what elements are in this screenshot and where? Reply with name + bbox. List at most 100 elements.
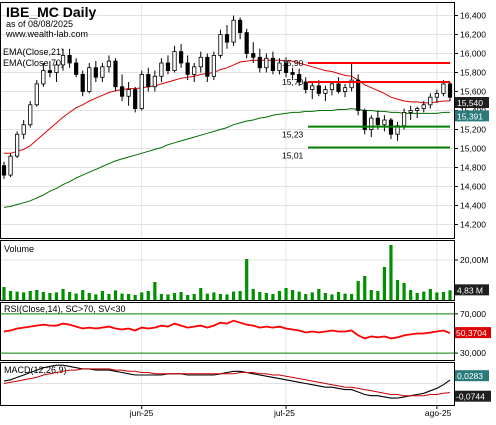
candle-body-down: [47, 70, 53, 73]
volume-bar: [153, 282, 157, 300]
candle-body-up: [126, 89, 131, 97]
last-close-badge: 15,540: [457, 98, 483, 108]
volume-bar: [369, 290, 373, 300]
candle: [178, 44, 184, 68]
volume-bar: [402, 283, 406, 300]
candle: [257, 48, 262, 73]
candle-body-down: [356, 79, 361, 111]
support-label: 15,01: [282, 151, 304, 161]
volume-bar: [87, 293, 91, 300]
volume-bar: [8, 291, 13, 300]
volume-bar: [323, 293, 327, 300]
candle: [421, 101, 426, 113]
volume-bar: [343, 293, 347, 300]
candle-body-up: [60, 55, 66, 66]
candle: [41, 63, 46, 87]
candle: [211, 51, 216, 81]
candle-body-down: [119, 86, 125, 97]
volume-bar: [304, 294, 308, 300]
candle-body-up: [54, 64, 59, 73]
rsi-tick-label: 30,000: [460, 348, 486, 358]
candle-body-up: [106, 60, 112, 68]
price-tick-label: 15,200: [460, 125, 486, 135]
volume-bar: [133, 295, 137, 300]
candle-body-up: [100, 66, 105, 78]
volume-bar: [350, 294, 354, 300]
candle-body-up: [349, 79, 354, 89]
candle: [146, 67, 151, 92]
candle-body-down: [316, 85, 321, 94]
candle-body-down: [297, 74, 302, 83]
candle-body-up: [159, 62, 164, 77]
candle-body-down: [336, 83, 341, 92]
candle: [415, 106, 420, 119]
volume-bar: [330, 294, 334, 300]
candle-body-down: [362, 110, 367, 130]
candle: [8, 153, 13, 177]
candle: [336, 77, 341, 94]
volume-bar: [231, 291, 236, 300]
candle-body-up: [139, 74, 144, 110]
volume-bar: [35, 290, 39, 300]
candle: [408, 105, 413, 120]
candle-body-up: [198, 56, 203, 68]
volume-bar: [113, 290, 118, 300]
candle-body-up: [264, 57, 269, 69]
volume-panel-title: Volume: [4, 244, 34, 254]
candle-body-down: [257, 56, 262, 69]
candle-body-down: [67, 55, 72, 64]
candle: [21, 120, 26, 139]
candle: [198, 51, 203, 73]
candle-body-down: [205, 56, 210, 77]
ema-21-line: [4, 59, 450, 154]
candle: [303, 77, 308, 94]
candle-body-up: [434, 93, 439, 98]
candle: [60, 48, 66, 71]
candle-body-up: [15, 133, 20, 157]
volume-bar: [127, 294, 131, 300]
macd-panel-title: MACD(12,26,9): [4, 365, 67, 375]
candle-body-up: [172, 51, 177, 71]
candle: [74, 58, 79, 78]
macd-signal-bg: [455, 390, 491, 402]
candle: [54, 61, 59, 82]
volume-last-bg: [455, 284, 489, 296]
candle: [218, 29, 223, 59]
candle: [270, 51, 276, 75]
volume-bar: [441, 292, 446, 300]
candle-body-down: [113, 60, 118, 88]
volume-bar: [172, 293, 177, 300]
volume-last-badge: 4,83 M: [457, 285, 483, 295]
candle-body-up: [218, 34, 223, 56]
candle: [80, 70, 85, 97]
volume-bar: [54, 292, 59, 300]
candle-body-up: [277, 62, 282, 71]
candle-body-up: [41, 70, 46, 85]
candle: [231, 15, 236, 46]
candle: [251, 42, 256, 63]
price-tick-label: 14,800: [460, 163, 486, 173]
volume-bar: [205, 293, 209, 300]
candle: [244, 28, 249, 59]
candle-body-up: [441, 83, 446, 94]
candle-body-down: [185, 62, 190, 75]
candle-body-down: [303, 81, 308, 90]
volume-bar: [140, 292, 144, 300]
rsi-panel-title: RSI(Close,14), SC>70, SV<30: [4, 304, 126, 314]
price-tick-label: 15,800: [460, 68, 486, 78]
volume-bar: [238, 291, 242, 300]
candle-body-down: [165, 62, 171, 71]
candle-body-up: [408, 110, 413, 113]
candle: [100, 63, 105, 82]
volume-bar: [94, 294, 98, 300]
volume-bar: [435, 292, 439, 300]
volume-bar: [317, 289, 321, 300]
candle-body-up: [8, 155, 13, 176]
candle: [185, 55, 190, 81]
candle: [67, 48, 72, 68]
candle: [349, 63, 354, 92]
candle: [290, 67, 295, 81]
volume-bar: [218, 294, 223, 300]
as-of-date: as of 08/08/2025: [6, 19, 73, 29]
macd-signal-badge: -0,0744: [456, 392, 485, 402]
